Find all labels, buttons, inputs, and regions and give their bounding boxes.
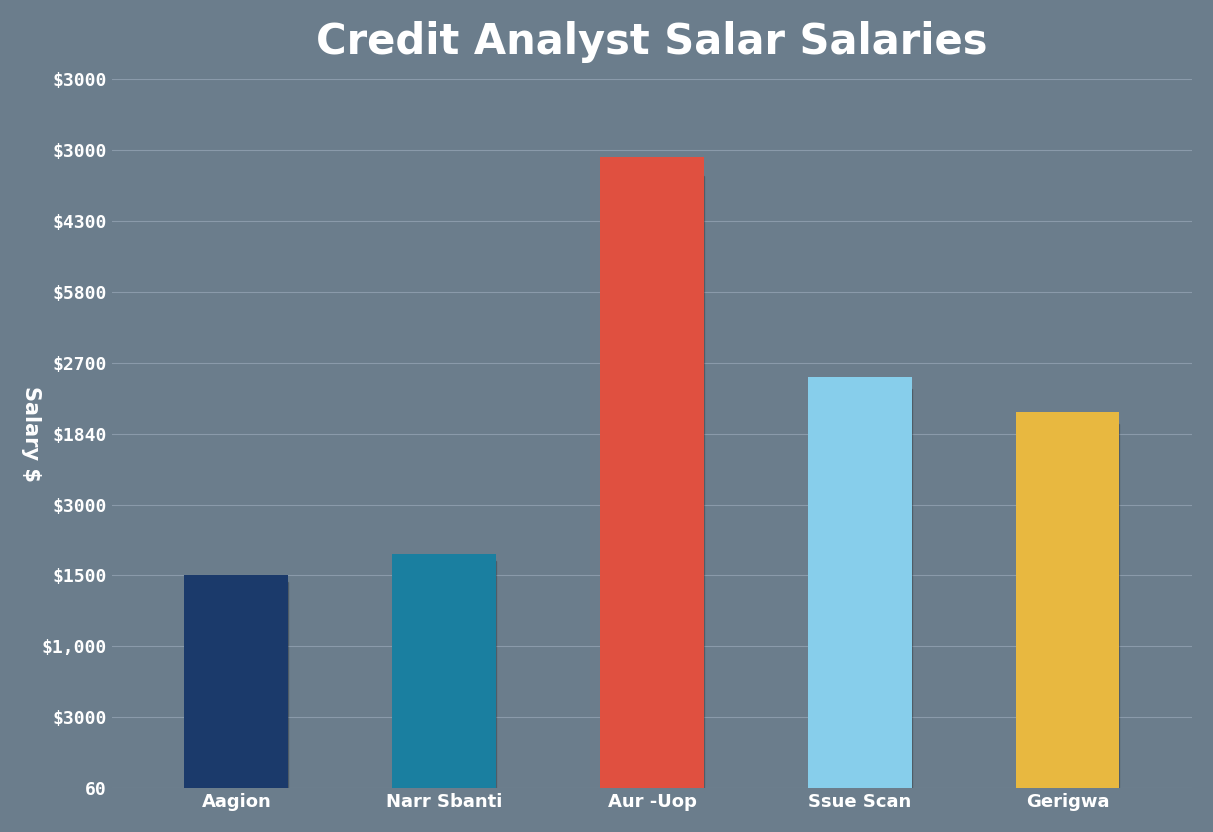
- Bar: [392, 554, 496, 788]
- Title: Credit Analyst Salar Salaries: Credit Analyst Salar Salaries: [317, 21, 987, 63]
- FancyBboxPatch shape: [395, 562, 496, 788]
- Bar: [808, 377, 912, 788]
- FancyBboxPatch shape: [603, 176, 704, 788]
- FancyBboxPatch shape: [1019, 423, 1120, 788]
- Bar: [184, 576, 289, 788]
- Bar: [1015, 413, 1120, 788]
- Bar: [600, 157, 704, 788]
- Y-axis label: Salary $: Salary $: [21, 385, 41, 482]
- FancyBboxPatch shape: [188, 582, 289, 788]
- FancyBboxPatch shape: [811, 389, 912, 788]
